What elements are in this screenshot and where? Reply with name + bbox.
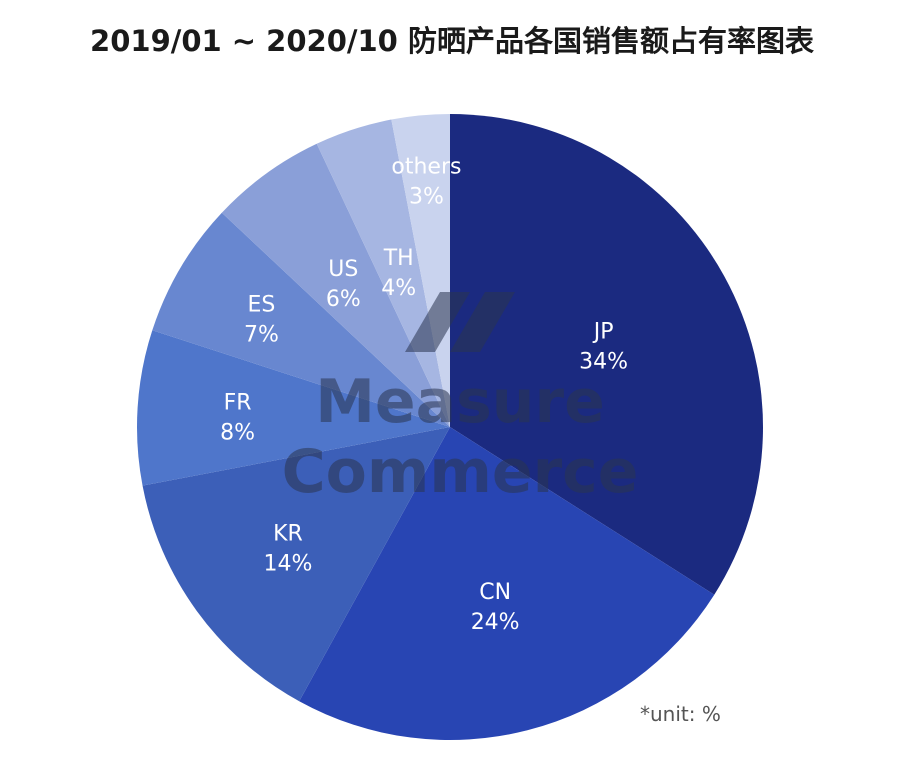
- slice-name-label: KR: [273, 522, 303, 547]
- slice-percent-label: 34%: [579, 350, 628, 375]
- slice-name-label: TH: [383, 246, 414, 271]
- slice-name-label: others: [391, 155, 461, 180]
- slice-percent-label: 4%: [381, 276, 416, 301]
- slice-name-label: ES: [247, 292, 275, 317]
- pie-slice-kr: [142, 427, 450, 702]
- slice-percent-label: 24%: [471, 610, 520, 635]
- slice-percent-label: 8%: [220, 421, 255, 446]
- pie-slice-cn: [299, 427, 715, 740]
- slice-percent-label: 14%: [263, 552, 312, 577]
- chart-title: 2019/01 ~ 2020/10 防晒产品各国销售额占有率图表: [90, 24, 814, 58]
- slice-name-label: FR: [224, 391, 252, 416]
- slice-percent-label: 7%: [244, 322, 279, 347]
- pie-slice-es: [152, 212, 450, 427]
- pie-slice-fr: [136, 330, 450, 486]
- unit-footnote: *unit: %: [640, 702, 721, 726]
- slice-name-label: JP: [592, 320, 614, 345]
- pie-slice-jp: [450, 114, 763, 595]
- slice-percent-label: 6%: [326, 287, 361, 312]
- slice-name-label: CN: [479, 580, 511, 605]
- pie-labels: JP 34% CN 24% KR 14% FR 8% ES 7% US 6% TH 4% others 3%: [220, 155, 628, 635]
- slice-percent-label: 3%: [409, 185, 444, 210]
- pie-slices: [136, 114, 763, 740]
- slice-name-label: US: [328, 257, 358, 282]
- pie-slice-us: [221, 143, 450, 428]
